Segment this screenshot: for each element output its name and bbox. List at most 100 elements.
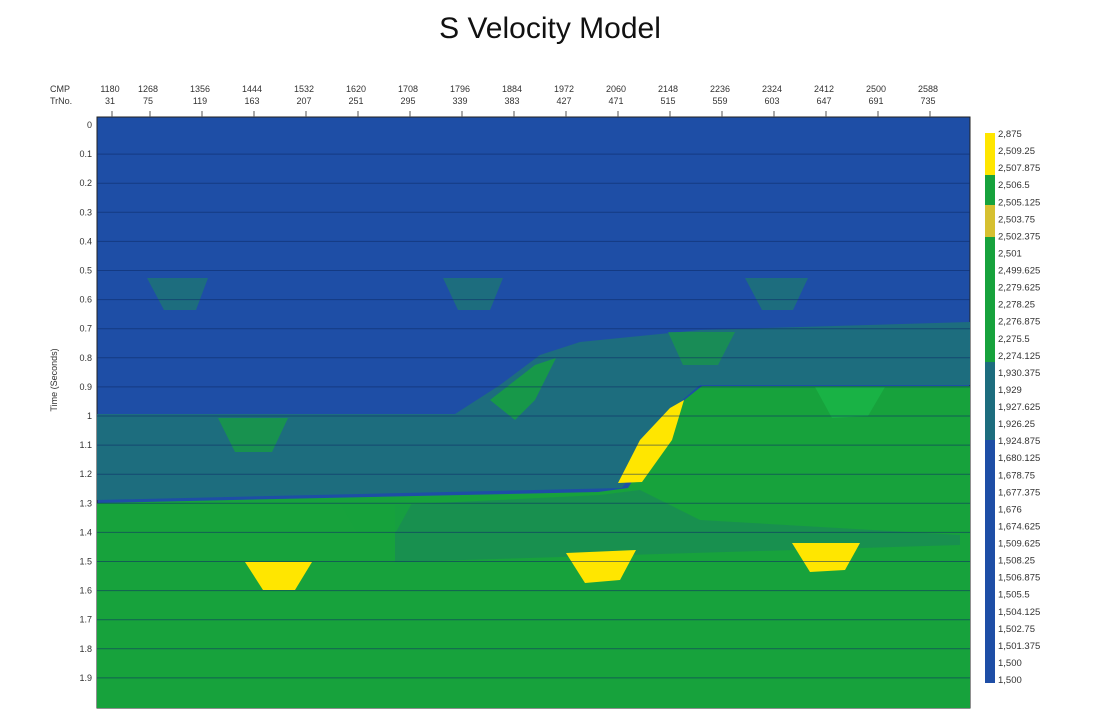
colorbar-label: 1,501.375: [998, 641, 1040, 652]
lens: [668, 332, 735, 365]
lens: [566, 550, 636, 583]
colorbar-label: 2,276.875: [998, 317, 1040, 328]
time-label: 1.1: [79, 440, 92, 450]
cmp-label: 2148: [658, 84, 678, 94]
time-label: 0.2: [79, 178, 92, 188]
cmp-label: 2412: [814, 84, 834, 94]
cmp-label: 1444: [242, 84, 262, 94]
cmp-label: 1796: [450, 84, 470, 94]
time-label: 1.7: [79, 615, 92, 625]
trno-label: 691: [868, 96, 883, 106]
cmp-label: 1884: [502, 84, 522, 94]
trno-label: 251: [348, 96, 363, 106]
title: S Velocity Model: [439, 12, 661, 45]
teal-layer: [97, 322, 970, 500]
lens: [815, 387, 885, 418]
colorbar-label: 1,506.875: [998, 573, 1040, 584]
lens: [490, 358, 556, 420]
colorbar-label: 2,875: [998, 129, 1022, 140]
colorbar-label: 1,930.375: [998, 368, 1040, 379]
trno-label: 31: [105, 96, 115, 106]
lens: [147, 278, 208, 310]
colorbar-label: 1,926.25: [998, 419, 1035, 430]
colorbar-label: 2,506.5: [998, 180, 1030, 191]
cmp-label: 2500: [866, 84, 886, 94]
colorbar-label: 1,674.625: [998, 521, 1040, 532]
cmp-label: 1972: [554, 84, 574, 94]
colorbar-swatch: [985, 133, 995, 175]
axis-row-label: TrNo.: [50, 96, 72, 106]
trno-label: 471: [608, 96, 623, 106]
colorbar-label: 2,503.75: [998, 214, 1035, 225]
lens: [618, 400, 684, 483]
trno-label: 295: [400, 96, 415, 106]
time-label: 0: [87, 120, 92, 130]
time-label: 1.9: [79, 673, 92, 683]
colorbar-label: 2,499.625: [998, 266, 1040, 277]
plot: [96, 116, 971, 709]
colorbar-label: 2,509.25: [998, 146, 1035, 157]
colorbar-label: 1,678.75: [998, 470, 1035, 481]
trno-label: 515: [660, 96, 675, 106]
colorbar-swatch: [985, 440, 995, 683]
colorbar-label: 2,278.25: [998, 300, 1035, 311]
colorbar-label: 1,924.875: [998, 436, 1040, 447]
cmp-label: 1620: [346, 84, 366, 94]
time-label: 0.3: [79, 207, 92, 217]
trno-label: 207: [296, 96, 311, 106]
colorbar: 2,875 2,509.25 2,507.875 2,506.5 2,505.125 2,…: [985, 129, 1040, 686]
time-axis: 0 0.1 0.2 0.3 0.4 0.5 0.6 0.7 0.8 0.9 1 1.1 1.2 1.3 1.…: [79, 120, 92, 683]
y-axis-label: Time (Seconds): [49, 348, 59, 411]
time-label: 1.2: [79, 469, 92, 479]
trno-label: 383: [504, 96, 519, 106]
colorbar-label: 1,929: [998, 385, 1022, 396]
time-label: 0.4: [79, 236, 92, 246]
lens: [792, 543, 860, 572]
colorbar-label: 2,501: [998, 248, 1022, 259]
colorbar-swatch: [985, 205, 995, 237]
colorbar-label: 1,504.125: [998, 607, 1040, 618]
cmp-label: 2588: [918, 84, 938, 94]
time-label: 0.9: [79, 382, 92, 392]
colorbar-swatch: [985, 362, 995, 440]
time-label: 1: [87, 411, 92, 421]
time-label: 1.5: [79, 557, 92, 567]
time-label: 0.7: [79, 324, 92, 334]
trno-label: 647: [816, 96, 831, 106]
cmp-label: 1708: [398, 84, 418, 94]
colorbar-label: 2,279.625: [998, 283, 1040, 294]
colorbar-label: 2,502.375: [998, 231, 1040, 242]
cmp-label: 1268: [138, 84, 158, 94]
trno-label: 75: [143, 96, 153, 106]
colorbar-label: 1,509.625: [998, 539, 1040, 550]
colorbar-label: 1,508.25: [998, 556, 1035, 567]
time-label: 1.8: [79, 644, 92, 654]
colorbar-label: 1,500: [998, 675, 1022, 686]
time-label: 1.4: [79, 527, 92, 537]
trno-label: 559: [712, 96, 727, 106]
lens: [218, 418, 288, 452]
time-label: 1.3: [79, 498, 92, 508]
time-label: 0.5: [79, 266, 92, 276]
colorbar-label: 1,677.375: [998, 487, 1040, 498]
trno-label: 119: [193, 96, 207, 106]
colorbar-label: 1,500: [998, 658, 1022, 669]
time-label: 1.6: [79, 586, 92, 596]
lens: [340, 503, 412, 532]
trno-label: 163: [244, 96, 259, 106]
colorbar-label: 2,275.5: [998, 334, 1030, 345]
colorbar-label: 1,676: [998, 504, 1022, 515]
cmp-label: 1532: [294, 84, 314, 94]
trno-label: 735: [920, 96, 935, 106]
colorbar-label: 2,505.125: [998, 197, 1040, 208]
colorbar-swatch: [985, 237, 995, 362]
time-label: 0.6: [79, 295, 92, 305]
time-label: 0.1: [79, 149, 92, 159]
cmp-label: 2324: [762, 84, 782, 94]
cmp-label: 1180: [100, 84, 119, 94]
colorbar-label: 1,502.75: [998, 624, 1035, 635]
colorbar-label: 1,680.125: [998, 453, 1040, 464]
axis-row-label: CMP: [50, 84, 70, 94]
colorbar-label: 1,505.5: [998, 590, 1030, 601]
